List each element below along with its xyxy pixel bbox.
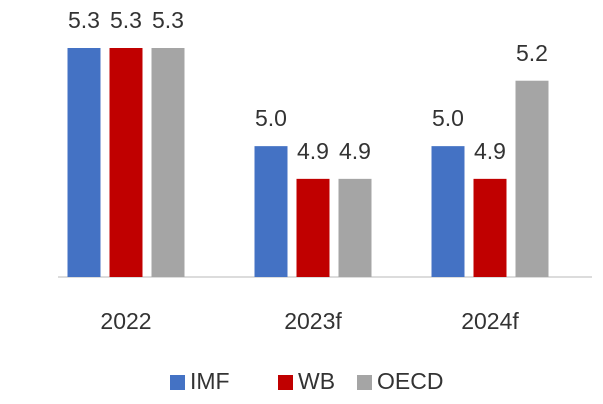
legend-label: IMF [190,368,230,394]
data-label: 5.3 [152,7,184,33]
x-tick-label: 2022 [100,308,151,334]
legend-swatch [278,375,293,390]
data-label: 5.3 [110,7,142,33]
legend-label: WB [298,368,335,394]
bar [431,146,465,277]
legend-swatch [170,375,185,390]
bar [67,48,101,277]
bar [338,178,372,277]
legend-swatch [357,375,372,390]
x-tick-label: 2023f [284,308,342,334]
data-label: 5.0 [255,105,287,131]
data-label: 4.9 [297,138,329,164]
legend-label: OECD [377,368,443,394]
bar [151,48,185,277]
data-label: 4.9 [474,138,506,164]
bar [473,178,507,277]
data-label: 4.9 [339,138,371,164]
data-label: 5.3 [68,7,100,33]
bar [254,146,288,277]
bar [296,178,330,277]
data-label: 5.2 [516,40,548,66]
x-tick-label: 2024f [461,308,519,334]
bar [109,48,143,277]
bar [515,80,549,277]
data-label: 5.0 [432,105,464,131]
